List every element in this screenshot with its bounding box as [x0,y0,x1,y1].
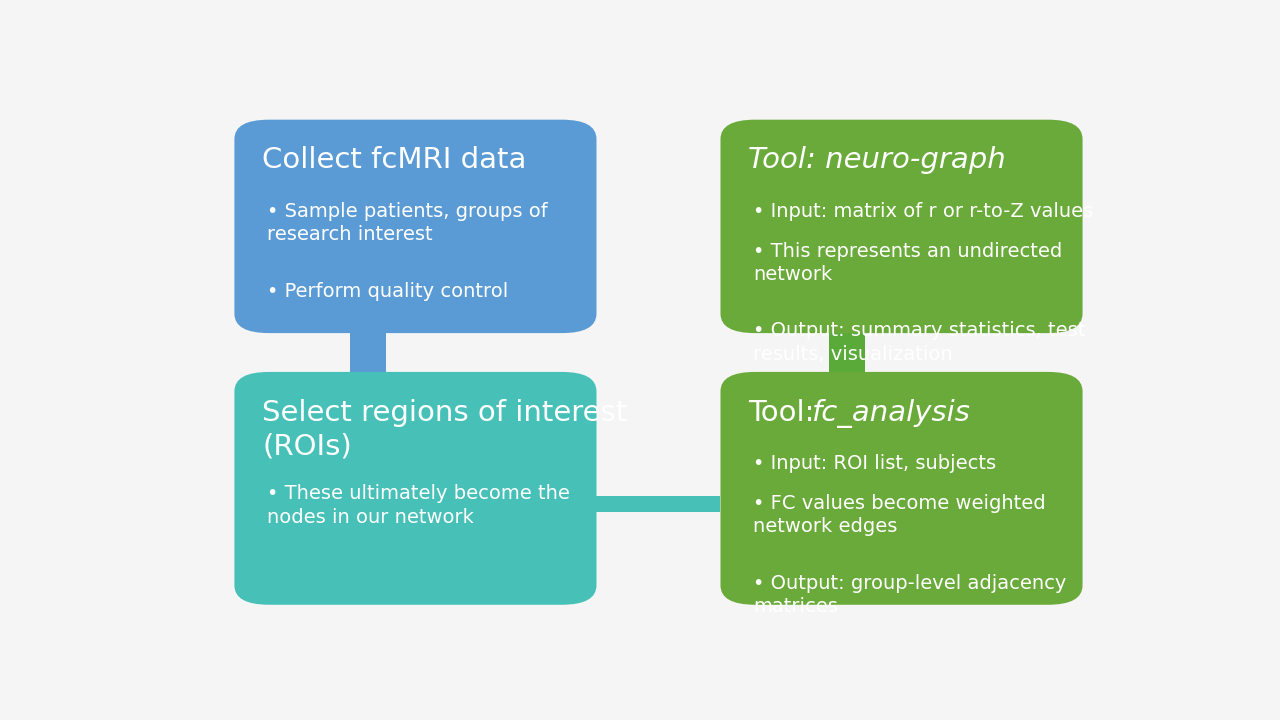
FancyBboxPatch shape [234,372,596,605]
Text: • These ultimately become the
nodes in our network: • These ultimately become the nodes in o… [268,485,570,527]
Text: Select regions of interest
(ROIs): Select regions of interest (ROIs) [262,399,627,460]
Text: • FC values become weighted
network edges: • FC values become weighted network edge… [753,494,1046,536]
Text: • Perform quality control: • Perform quality control [268,282,508,300]
Text: • Output: group-level adjacency
matrices: • Output: group-level adjacency matrices [753,574,1066,616]
FancyBboxPatch shape [234,120,596,333]
FancyBboxPatch shape [721,120,1083,333]
Text: • Output: summary statistics, test
results, visualization: • Output: summary statistics, test resul… [753,321,1085,364]
Text: • Sample patients, groups of
research interest: • Sample patients, groups of research in… [268,202,548,244]
Text: • Input: matrix of r or r-to-Z values: • Input: matrix of r or r-to-Z values [753,202,1093,221]
FancyBboxPatch shape [596,497,721,512]
Text: Collect fcMRI data: Collect fcMRI data [262,146,526,174]
Text: • Input: ROI list, subjects: • Input: ROI list, subjects [753,454,996,473]
FancyBboxPatch shape [721,372,1083,605]
Text: Tool:: Tool: [749,399,824,426]
Text: fc_analysis: fc_analysis [810,399,970,428]
FancyBboxPatch shape [351,333,387,372]
Text: Tool: neuro-graph: Tool: neuro-graph [749,146,1006,174]
Text: • This represents an undirected
network: • This represents an undirected network [753,242,1062,284]
FancyBboxPatch shape [829,333,865,372]
